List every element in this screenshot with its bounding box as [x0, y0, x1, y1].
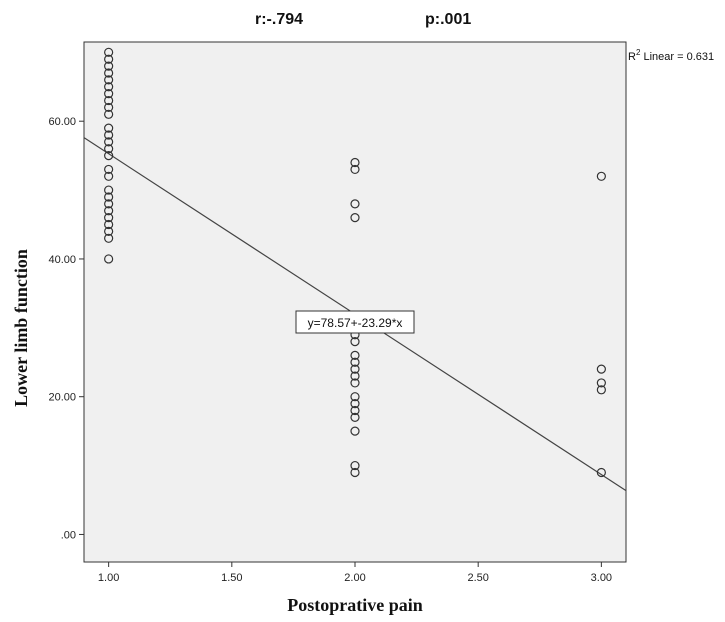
x-tick-label: 1.50	[221, 572, 242, 584]
x-tick-label: 3.00	[591, 572, 612, 584]
y-axis-title: Lower limb function	[11, 249, 31, 407]
x-axis-title: Postoprative pain	[287, 595, 423, 615]
equation-box: y=78.57+-23.29*x	[296, 311, 414, 333]
p-value-label: p:.001	[425, 11, 471, 28]
x-tick-label: 2.00	[344, 572, 365, 584]
x-axis-ticks: 1.00 1.50 2.00 2.50 3.00	[98, 562, 612, 584]
r-value-label: r:-.794	[255, 11, 303, 28]
y-tick-label: 20.00	[48, 392, 76, 404]
y-tick-label: .00	[61, 529, 76, 541]
r-squared-label: R2 Linear = 0.631	[628, 48, 714, 63]
y-tick-label: 40.00	[48, 254, 76, 266]
x-tick-label: 2.50	[467, 572, 488, 584]
y-axis-ticks: .00 20.00 40.00 60.00	[48, 116, 84, 541]
plot-area	[84, 42, 626, 562]
y-tick-label: 60.00	[48, 116, 76, 128]
regression-equation: y=78.57+-23.29*x	[308, 316, 403, 330]
x-tick-label: 1.00	[98, 572, 119, 584]
